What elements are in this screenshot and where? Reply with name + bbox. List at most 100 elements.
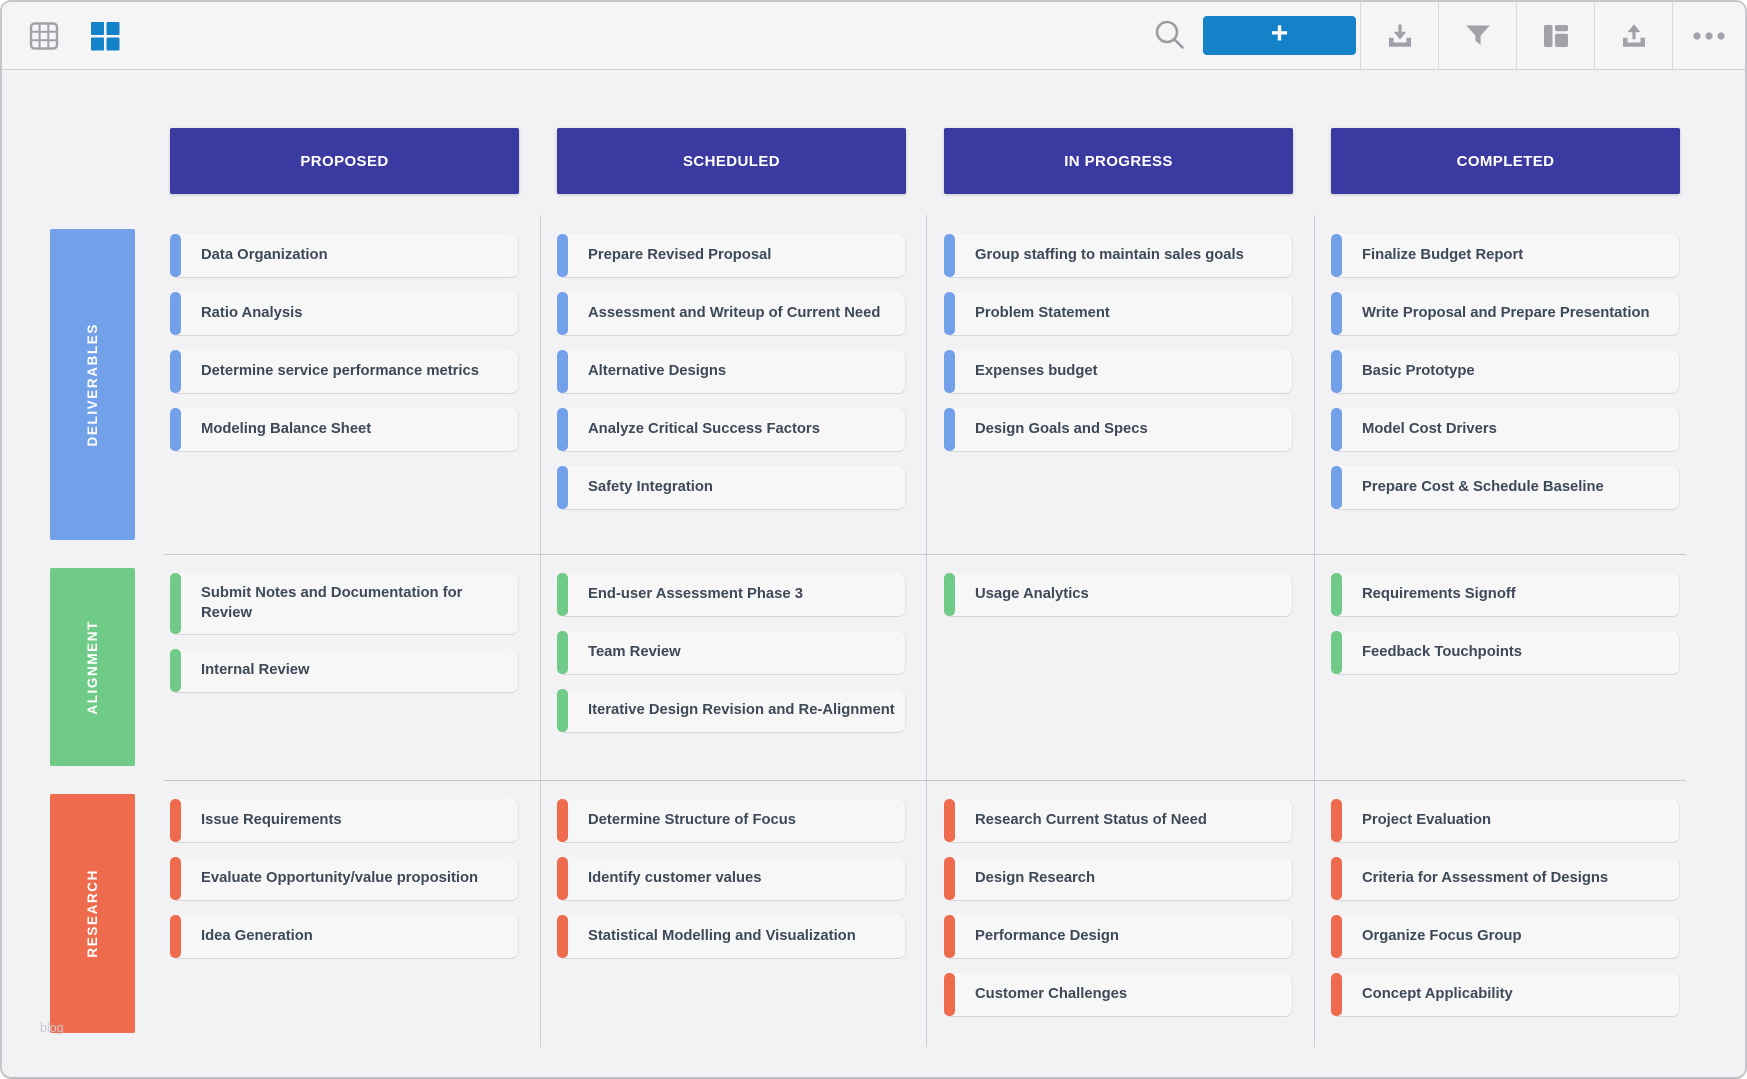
card-expenses-budget[interactable]: Expenses budget: [944, 350, 1293, 394]
card-accent-bar: [170, 408, 181, 451]
card-criteria-for-assessment-of-designs[interactable]: Criteria for Assessment of Designs: [1331, 857, 1680, 901]
lane-label-research[interactable]: RESEARCH: [50, 794, 135, 1033]
card-write-proposal-and-prepare-presentation[interactable]: Write Proposal and Prepare Presentation: [1331, 292, 1680, 336]
watermark-text: blog: [40, 1021, 64, 1035]
card-accent-bar: [1331, 292, 1342, 335]
card-ratio-analysis[interactable]: Ratio Analysis: [170, 292, 519, 336]
swimlane-research: RESEARCH Issue Requirements Evaluate Oppor…: [50, 780, 1745, 1047]
lane-label-text: DELIVERABLES: [85, 322, 100, 447]
card-statistical-modelling-and-visualization[interactable]: Statistical Modelling and Visualization: [557, 915, 906, 959]
card-research-current-status-of-need[interactable]: Research Current Status of Need: [944, 799, 1293, 843]
card-title: Performance Design: [975, 928, 1119, 945]
card-usage-analytics[interactable]: Usage Analytics: [944, 573, 1293, 617]
card-submit-notes-and-documentation-for-review[interactable]: Submit Notes and Documentation for Revie…: [170, 573, 519, 635]
card-analyze-critical-success-factors[interactable]: Analyze Critical Success Factors: [557, 408, 906, 452]
column-headers-row: PROPOSED SCHEDULED IN PROGRESS COMPLETED: [170, 128, 1745, 194]
lane-label-text: RESEARCH: [85, 869, 100, 958]
card-concept-applicability[interactable]: Concept Applicability: [1331, 973, 1680, 1017]
card-accent-bar: [557, 631, 568, 674]
column-divider: [926, 215, 927, 1047]
card-title: Safety Integration: [588, 479, 713, 496]
cell-alignment-scheduled: End-user Assessment Phase 3 Team Review It…: [557, 573, 906, 766]
add-card-button[interactable]: +: [1203, 16, 1356, 55]
cell-research-completed: Project Evaluation Criteria for Assessmen…: [1331, 799, 1680, 1033]
card-idea-generation[interactable]: Idea Generation: [170, 915, 519, 959]
card-determine-structure-of-focus[interactable]: Determine Structure of Focus: [557, 799, 906, 843]
lane-label-alignment[interactable]: ALIGNMENT: [50, 568, 135, 766]
view-switcher: [2, 21, 120, 51]
download-button[interactable]: [1385, 21, 1415, 51]
lane-cells: Submit Notes and Documentation for Revie…: [170, 568, 1680, 766]
card-title: Determine Structure of Focus: [588, 812, 797, 829]
card-accent-bar: [944, 573, 955, 616]
card-assessment-and-writeup-of-current-need[interactable]: Assessment and Writeup of Current Need: [557, 292, 906, 336]
card-design-goals-and-specs[interactable]: Design Goals and Specs: [944, 408, 1293, 452]
column-divider: [540, 215, 541, 1047]
layout-button[interactable]: [1541, 21, 1571, 51]
card-title: Project Evaluation: [1362, 812, 1492, 829]
card-alternative-designs[interactable]: Alternative Designs: [557, 350, 906, 394]
card-title: Criteria for Assessment of Designs: [1362, 870, 1609, 887]
card-accent-bar: [1331, 973, 1342, 1016]
lane-cells: Issue Requirements Evaluate Opportunity/v…: [170, 794, 1680, 1033]
card-model-cost-drivers[interactable]: Model Cost Drivers: [1331, 408, 1680, 452]
card-prepare-revised-proposal[interactable]: Prepare Revised Proposal: [557, 234, 906, 278]
card-modeling-balance-sheet[interactable]: Modeling Balance Sheet: [170, 408, 519, 452]
card-title: Group staffing to maintain sales goals: [975, 247, 1244, 264]
card-end-user-assessment-phase-3[interactable]: End-user Assessment Phase 3: [557, 573, 906, 617]
filter-button[interactable]: [1463, 21, 1493, 51]
card-accent-bar: [557, 857, 568, 900]
card-feedback-touchpoints[interactable]: Feedback Touchpoints: [1331, 631, 1680, 675]
card-determine-service-performance-metrics[interactable]: Determine service performance metrics: [170, 350, 519, 394]
card-accent-bar: [557, 573, 568, 616]
swimlanes-area: DELIVERABLES Data Organization Ratio Analy…: [50, 215, 1745, 1047]
card-basic-prototype[interactable]: Basic Prototype: [1331, 350, 1680, 394]
card-accent-bar: [1331, 799, 1342, 842]
card-data-organization[interactable]: Data Organization: [170, 234, 519, 278]
card-team-review[interactable]: Team Review: [557, 631, 906, 675]
card-requirements-signoff[interactable]: Requirements Signoff: [1331, 573, 1680, 617]
card-accent-bar: [1331, 408, 1342, 451]
card-title: Finalize Budget Report: [1362, 247, 1524, 264]
cell-deliverables-proposed: Data Organization Ratio Analysis Determine…: [170, 234, 519, 540]
search-button[interactable]: [1153, 19, 1187, 53]
card-title: Customer Challenges: [975, 986, 1128, 1003]
card-internal-review[interactable]: Internal Review: [170, 648, 519, 693]
plus-icon: +: [1270, 17, 1289, 50]
card-finalize-budget-report[interactable]: Finalize Budget Report: [1331, 234, 1680, 278]
card-accent-bar: [170, 799, 181, 842]
card-issue-requirements[interactable]: Issue Requirements: [170, 799, 519, 843]
column-header-scheduled: SCHEDULED: [557, 128, 906, 194]
card-design-research[interactable]: Design Research: [944, 857, 1293, 901]
card-safety-integration[interactable]: Safety Integration: [557, 466, 906, 510]
card-accent-bar: [944, 408, 955, 451]
more-button[interactable]: [1692, 31, 1726, 41]
card-performance-design[interactable]: Performance Design: [944, 915, 1293, 959]
card-organize-focus-group[interactable]: Organize Focus Group: [1331, 915, 1680, 959]
card-title: Issue Requirements: [201, 812, 342, 829]
card-identify-customer-values[interactable]: Identify customer values: [557, 857, 906, 901]
lane-label-deliverables[interactable]: DELIVERABLES: [50, 229, 135, 540]
card-accent-bar: [170, 234, 181, 277]
card-customer-challenges[interactable]: Customer Challenges: [944, 973, 1293, 1017]
card-view-button[interactable]: [90, 21, 120, 51]
card-evaluate-opportunity-value-proposition[interactable]: Evaluate Opportunity/value proposition: [170, 857, 519, 901]
card-prepare-cost-schedule-baseline[interactable]: Prepare Cost & Schedule Baseline: [1331, 466, 1680, 510]
card-title: Modeling Balance Sheet: [201, 421, 372, 438]
card-accent-bar: [944, 973, 955, 1016]
card-title: Organize Focus Group: [1362, 928, 1522, 945]
card-group-staffing-to-maintain-sales-goals[interactable]: Group staffing to maintain sales goals: [944, 234, 1293, 278]
swimlane-alignment: ALIGNMENT Submit Notes and Documentation …: [50, 554, 1745, 780]
card-accent-bar: [1331, 573, 1342, 616]
card-project-evaluation[interactable]: Project Evaluation: [1331, 799, 1680, 843]
card-title: Analyze Critical Success Factors: [588, 421, 820, 438]
column-header-completed: COMPLETED: [1331, 128, 1680, 194]
card-iterative-design-revision-and-re-alignment[interactable]: Iterative Design Revision and Re-Alignme…: [557, 689, 906, 733]
cell-research-in-progress: Research Current Status of Need Design Re…: [944, 799, 1293, 1033]
table-view-button[interactable]: [29, 21, 59, 51]
card-title: Idea Generation: [201, 928, 313, 945]
card-problem-statement[interactable]: Problem Statement: [944, 292, 1293, 336]
upload-button[interactable]: [1619, 21, 1649, 51]
card-accent-bar: [557, 408, 568, 451]
